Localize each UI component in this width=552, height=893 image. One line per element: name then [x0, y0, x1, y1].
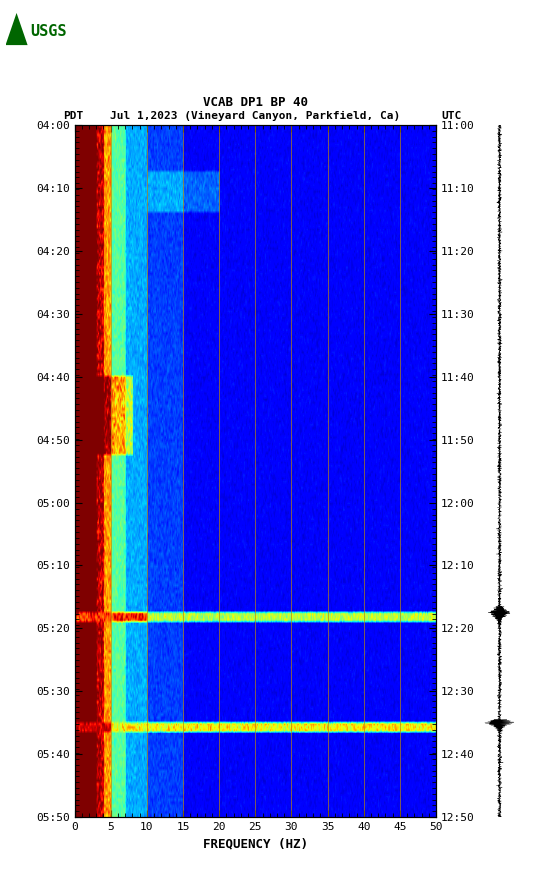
Text: VCAB DP1 BP 40: VCAB DP1 BP 40 — [203, 96, 308, 109]
Polygon shape — [6, 13, 28, 45]
Text: UTC: UTC — [442, 111, 462, 121]
X-axis label: FREQUENCY (HZ): FREQUENCY (HZ) — [203, 838, 308, 850]
Text: USGS: USGS — [30, 23, 66, 38]
Text: Jul 1,2023 (Vineyard Canyon, Parkfield, Ca): Jul 1,2023 (Vineyard Canyon, Parkfield, … — [110, 111, 400, 121]
Text: PDT: PDT — [63, 111, 84, 121]
